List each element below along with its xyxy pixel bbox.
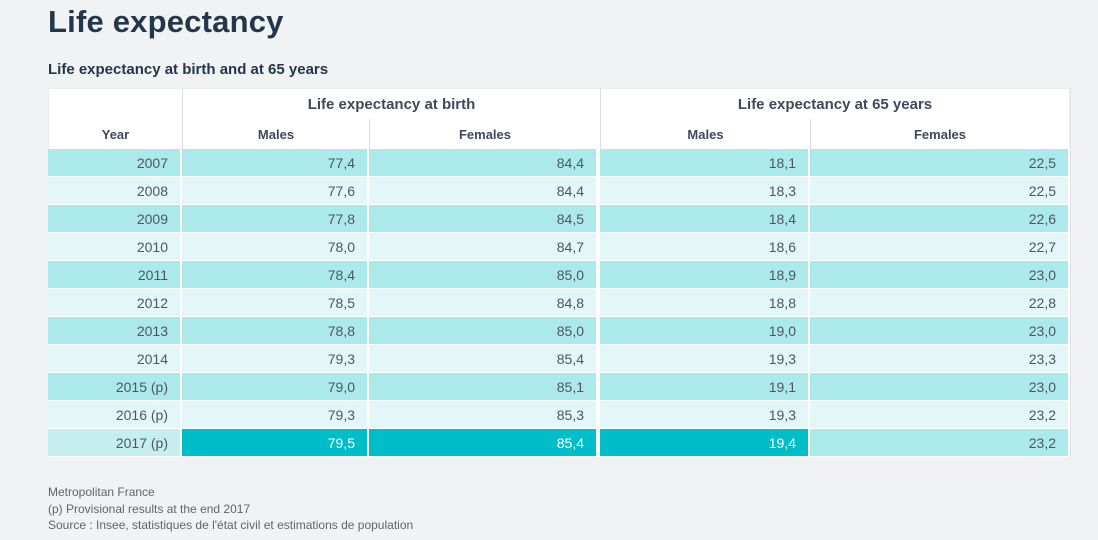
value-cell-birth-females[interactable]: 85,0: [369, 261, 600, 289]
value-cell-birth-females[interactable]: 84,5: [369, 205, 600, 233]
value-cell-65-females[interactable]: 22,8: [810, 289, 1071, 317]
value-cell-65-females[interactable]: 23,0: [810, 261, 1071, 289]
table-row-2012: 2012 78,5 84,8 18,8 22,8: [48, 289, 1071, 317]
year-cell[interactable]: 2014: [48, 345, 182, 373]
value-cell-birth-males[interactable]: 78,4: [182, 261, 369, 289]
value-cell-65-males[interactable]: 18,4: [600, 205, 810, 233]
value-cell-65-females[interactable]: 23,0: [810, 317, 1071, 345]
value-cell-birth-males[interactable]: 78,0: [182, 233, 369, 261]
value-cell-birth-males[interactable]: 78,8: [182, 317, 369, 345]
year-cell[interactable]: 2017 (p): [48, 429, 182, 457]
column-header-65-males: Males: [600, 119, 810, 149]
footnote-geography: Metropolitan France: [48, 485, 155, 499]
value-cell-65-females[interactable]: 22,5: [810, 149, 1071, 177]
page-title: Life expectancy: [48, 4, 284, 39]
value-cell-65-males[interactable]: 19,3: [600, 345, 810, 373]
value-cell-65-females[interactable]: 23,3: [810, 345, 1071, 373]
table-row-2008: 2008 77,6 84,4 18,3 22,5: [48, 177, 1071, 205]
value-cell-birth-males-highlighted[interactable]: 79,5: [182, 429, 369, 457]
column-header-year: Year: [48, 119, 182, 149]
group-header-65-years: Life expectancy at 65 years: [600, 88, 1071, 119]
table-row-2015: 2015 (p) 79,0 85,1 19,1 23,0: [48, 373, 1071, 401]
table-row-2011: 2011 78,4 85,0 18,9 23,0: [48, 261, 1071, 289]
value-cell-65-males[interactable]: 18,6: [600, 233, 810, 261]
value-cell-65-females[interactable]: 23,2: [810, 429, 1071, 457]
table-row-2014: 2014 79,3 85,4 19,3 23,3: [48, 345, 1071, 373]
year-cell[interactable]: 2011: [48, 261, 182, 289]
value-cell-65-males[interactable]: 19,3: [600, 401, 810, 429]
value-cell-birth-females[interactable]: 84,7: [369, 233, 600, 261]
value-cell-birth-males[interactable]: 79,0: [182, 373, 369, 401]
value-cell-65-males[interactable]: 19,0: [600, 317, 810, 345]
value-cell-birth-females-highlighted[interactable]: 85,4: [369, 429, 600, 457]
value-cell-birth-males[interactable]: 77,4: [182, 149, 369, 177]
value-cell-65-males[interactable]: 18,9: [600, 261, 810, 289]
value-cell-birth-males[interactable]: 79,3: [182, 345, 369, 373]
year-cell[interactable]: 2010: [48, 233, 182, 261]
footnote-provisional: (p) Provisional results at the end 2017: [48, 501, 251, 516]
year-cell[interactable]: 2016 (p): [48, 401, 182, 429]
table-corner-cell: [48, 88, 182, 119]
value-cell-birth-females[interactable]: 85,4: [369, 345, 600, 373]
table-subtitle: Life expectancy at birth and at 65 years: [48, 61, 329, 78]
year-cell[interactable]: 2012: [48, 289, 182, 317]
value-cell-65-females[interactable]: 22,6: [810, 205, 1071, 233]
column-header-row: Year Males Females Males Females: [48, 119, 1071, 149]
table-row-2017-highlighted: 2017 (p) 79,5 85,4 19,4 23,2: [48, 429, 1071, 457]
table-container: Life expectancy at birth Life expectancy…: [48, 88, 1072, 457]
group-header-birth: Life expectancy at birth: [182, 88, 600, 119]
year-cell[interactable]: 2008: [48, 177, 182, 205]
table-row-2013: 2013 78,8 85,0 19,0 23,0: [48, 317, 1071, 345]
value-cell-65-females[interactable]: 22,5: [810, 177, 1071, 205]
value-cell-birth-males[interactable]: 79,3: [182, 401, 369, 429]
table-row-2007: 2007 77,4 84,4 18,1 22,5: [48, 149, 1071, 177]
column-header-birth-males: Males: [182, 119, 369, 149]
table-row-2010: 2010 78,0 84,7 18,6 22,7: [48, 233, 1071, 261]
value-cell-birth-females[interactable]: 85,0: [369, 317, 600, 345]
value-cell-birth-females[interactable]: 84,4: [369, 177, 600, 205]
value-cell-65-males-highlighted[interactable]: 19,4: [600, 429, 810, 457]
value-cell-65-females[interactable]: 23,2: [810, 401, 1071, 429]
life-expectancy-table: Life expectancy at birth Life expectancy…: [48, 88, 1071, 457]
value-cell-birth-females[interactable]: 84,4: [369, 149, 600, 177]
table-row-2016: 2016 (p) 79,3 85,3 19,3 23,2: [48, 401, 1071, 429]
year-cell[interactable]: 2013: [48, 317, 182, 345]
group-header-row: Life expectancy at birth Life expectancy…: [48, 88, 1071, 119]
year-cell[interactable]: 2007: [48, 149, 182, 177]
column-header-birth-females: Females: [369, 119, 600, 149]
value-cell-65-males[interactable]: 19,1: [600, 373, 810, 401]
value-cell-birth-females[interactable]: 85,3: [369, 401, 600, 429]
value-cell-65-females[interactable]: 23,0: [810, 373, 1071, 401]
value-cell-birth-males[interactable]: 77,6: [182, 177, 369, 205]
value-cell-65-females[interactable]: 22,7: [810, 233, 1071, 261]
year-cell[interactable]: 2015 (p): [48, 373, 182, 401]
value-cell-birth-females[interactable]: 84,8: [369, 289, 600, 317]
value-cell-65-males[interactable]: 18,3: [600, 177, 810, 205]
value-cell-birth-males[interactable]: 78,5: [182, 289, 369, 317]
year-cell[interactable]: 2009: [48, 205, 182, 233]
value-cell-birth-males[interactable]: 77,8: [182, 205, 369, 233]
value-cell-birth-females[interactable]: 85,1: [369, 373, 600, 401]
value-cell-65-males[interactable]: 18,1: [600, 149, 810, 177]
column-header-65-females: Females: [810, 119, 1071, 149]
table-footnotes: Metropolitan France (p) Provisional resu…: [48, 484, 1098, 534]
footnote-source: Source : Insee, statistiques de l'état c…: [48, 518, 414, 532]
value-cell-65-males[interactable]: 18,8: [600, 289, 810, 317]
table-row-2009: 2009 77,8 84,5 18,4 22,6: [48, 205, 1071, 233]
